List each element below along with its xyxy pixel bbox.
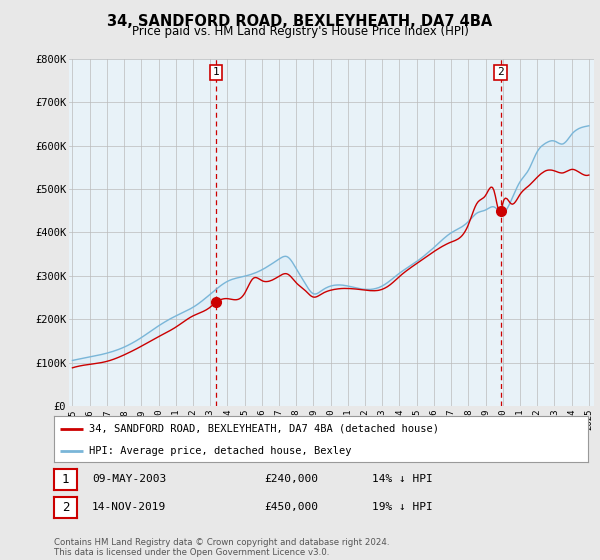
Text: Contains HM Land Registry data © Crown copyright and database right 2024.
This d: Contains HM Land Registry data © Crown c… <box>54 538 389 557</box>
Text: 1: 1 <box>62 473 69 486</box>
Text: Price paid vs. HM Land Registry's House Price Index (HPI): Price paid vs. HM Land Registry's House … <box>131 25 469 38</box>
Text: 34, SANDFORD ROAD, BEXLEYHEATH, DA7 4BA: 34, SANDFORD ROAD, BEXLEYHEATH, DA7 4BA <box>107 14 493 29</box>
Text: £240,000: £240,000 <box>264 474 318 484</box>
Text: £450,000: £450,000 <box>264 502 318 512</box>
Text: 19% ↓ HPI: 19% ↓ HPI <box>372 502 433 512</box>
Text: 2: 2 <box>62 501 69 514</box>
Text: 14-NOV-2019: 14-NOV-2019 <box>92 502 166 512</box>
Text: 1: 1 <box>213 67 220 77</box>
Text: 09-MAY-2003: 09-MAY-2003 <box>92 474 166 484</box>
Text: 2: 2 <box>497 67 504 77</box>
Text: HPI: Average price, detached house, Bexley: HPI: Average price, detached house, Bexl… <box>89 446 351 455</box>
Text: 14% ↓ HPI: 14% ↓ HPI <box>372 474 433 484</box>
Text: 34, SANDFORD ROAD, BEXLEYHEATH, DA7 4BA (detached house): 34, SANDFORD ROAD, BEXLEYHEATH, DA7 4BA … <box>89 424 439 434</box>
